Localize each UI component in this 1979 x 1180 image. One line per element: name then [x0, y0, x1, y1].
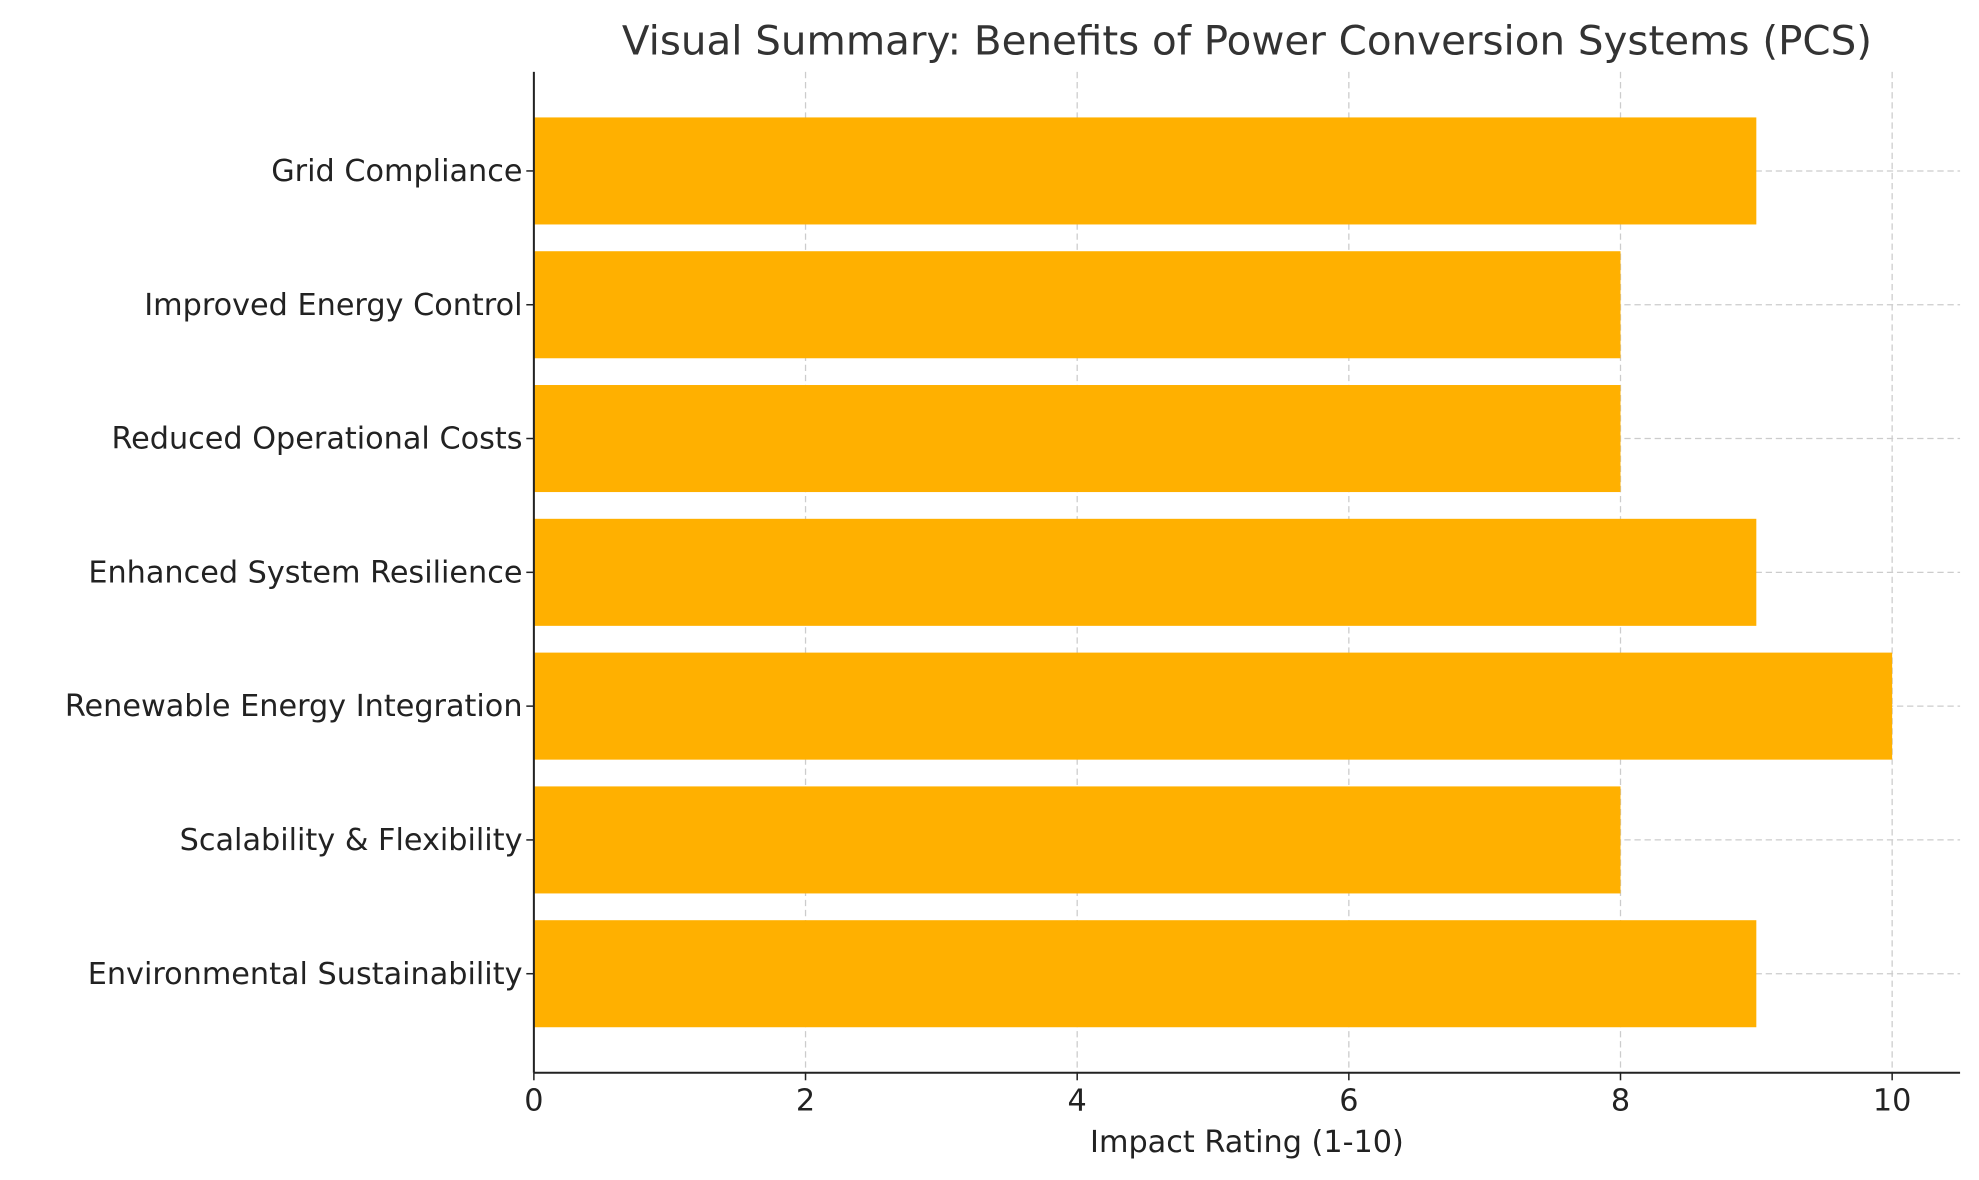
bar — [533, 920, 1757, 1028]
x-tick-label: 8 — [1611, 1084, 1630, 1119]
bar — [533, 652, 1893, 760]
x-tick-label: 2 — [796, 1084, 815, 1119]
bar — [533, 117, 1757, 225]
x-tick-label: 6 — [1339, 1084, 1358, 1119]
bar — [533, 786, 1621, 894]
chart-title: Visual Summary: Benefits of Power Conver… — [622, 17, 1872, 64]
x-axis-label: Impact Rating (1-10) — [1090, 1125, 1404, 1160]
y-tick-label: Improved Energy Control — [144, 288, 522, 323]
y-tick-label: Scalability & Flexibility — [180, 823, 523, 858]
bar — [533, 385, 1621, 493]
y-tick-label: Grid Compliance — [271, 154, 522, 189]
y-tick-label: Reduced Operational Costs — [111, 422, 522, 457]
y-tick-label: Enhanced System Resilience — [88, 555, 522, 590]
x-tick-label: 0 — [524, 1084, 543, 1119]
bar — [533, 251, 1621, 359]
x-tick-label: 4 — [1068, 1084, 1087, 1119]
y-tick-label: Renewable Energy Integration — [65, 689, 523, 724]
bar — [533, 518, 1757, 626]
x-tick-label: 10 — [1873, 1084, 1912, 1119]
y-tick-label: Environmental Sustainability — [88, 957, 523, 992]
